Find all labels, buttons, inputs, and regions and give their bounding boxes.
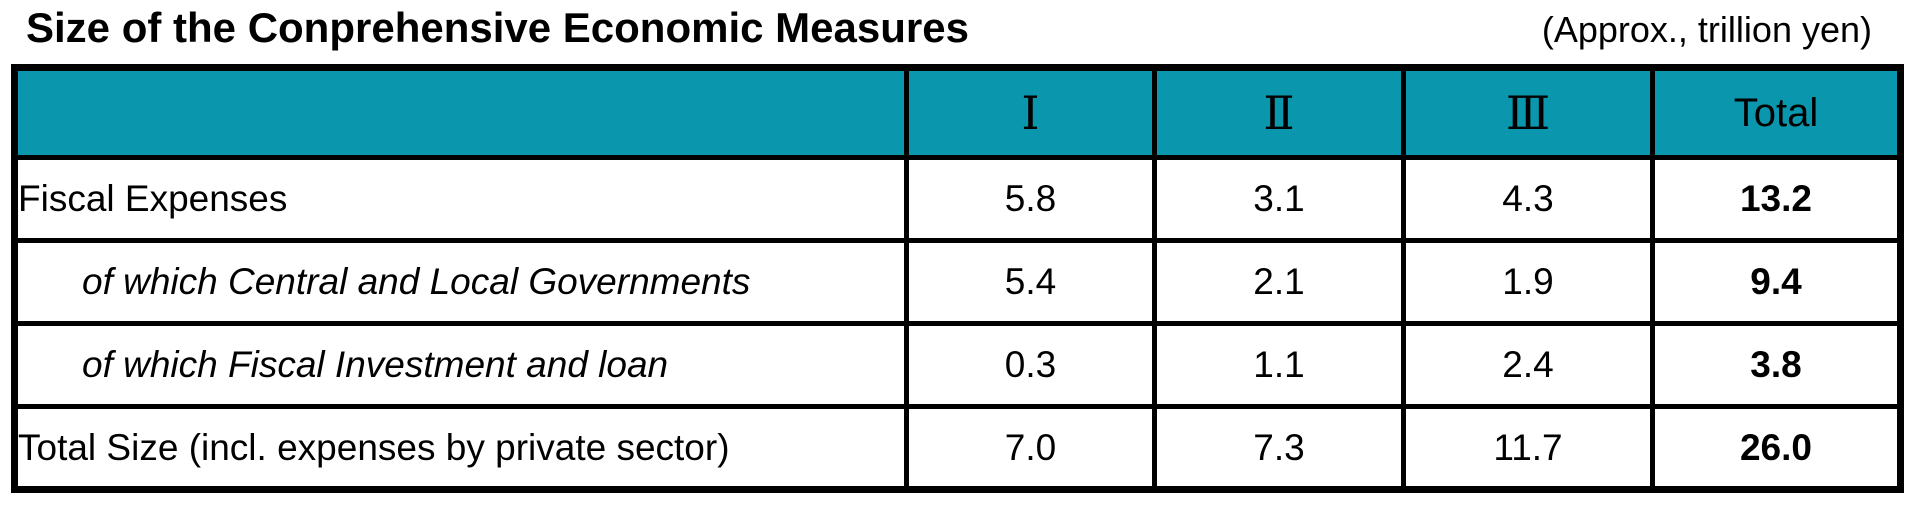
cell-value: 1.9 (1401, 238, 1655, 326)
column-header-phase1: Ⅰ (904, 65, 1157, 160)
cell-value: 4.3 (1401, 155, 1655, 243)
roman-numeral-2: Ⅱ (1263, 86, 1295, 140)
cell-value: 7.0 (904, 404, 1157, 492)
roman-numeral-1: Ⅰ (1021, 86, 1040, 140)
table-row-fiscal-expenses: Fiscal Expenses 5.8 3.1 4.3 13.2 (12, 155, 1903, 243)
total-header-label: Total (1733, 90, 1819, 135)
economic-measures-table: Ⅰ Ⅱ Ⅲ Total Fiscal Expenses 5.8 3.1 4.3 … (11, 64, 1904, 493)
column-header-phase2: Ⅱ (1152, 65, 1406, 160)
cell-value: 1.1 (1152, 321, 1406, 409)
cell-value: 2.1 (1152, 238, 1406, 326)
table-row-fiscal-investment-loan: of which Fiscal Investment and loan 0.3 … (12, 321, 1903, 409)
row-label: Total Size (incl. expenses by private se… (12, 404, 909, 492)
cell-value: 7.3 (1152, 404, 1406, 492)
row-label: Fiscal Expenses (12, 155, 909, 243)
cell-total: 26.0 (1650, 404, 1903, 492)
header-row: Ⅰ Ⅱ Ⅲ Total (12, 65, 1903, 160)
row-label: of which Central and Local Governments (12, 238, 909, 326)
cell-value: 2.4 (1401, 321, 1655, 409)
topbar: Size of the Conprehensive Economic Measu… (26, 4, 1872, 52)
column-header-phase3: Ⅲ (1401, 65, 1655, 160)
cell-value: 5.8 (904, 155, 1157, 243)
table-row-central-local-governments: of which Central and Local Governments 5… (12, 238, 1903, 326)
cell-total: 9.4 (1650, 238, 1903, 326)
cell-value: 11.7 (1401, 404, 1655, 492)
cell-total: 13.2 (1650, 155, 1903, 243)
cell-value: 3.1 (1152, 155, 1406, 243)
table-row-total-size: Total Size (incl. expenses by private se… (12, 404, 1903, 492)
corner-cell (12, 65, 909, 160)
unit-note: (Approx., trillion yen) (1541, 9, 1872, 50)
row-label: of which Fiscal Investment and loan (12, 321, 909, 409)
column-header-total: Total (1650, 65, 1903, 160)
cell-value: 0.3 (904, 321, 1157, 409)
cell-value: 5.4 (904, 238, 1157, 326)
roman-numeral-3: Ⅲ (1505, 86, 1551, 140)
page-title: Size of the Conprehensive Economic Measu… (26, 4, 969, 51)
cell-total: 3.8 (1650, 321, 1903, 409)
